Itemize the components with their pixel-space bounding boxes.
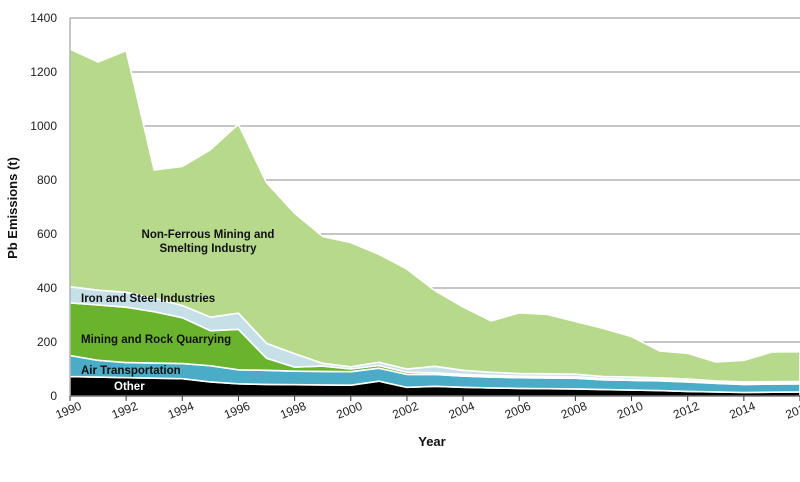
x-tick-label-1990: 1990 <box>53 399 83 422</box>
y-tick-label-0: 0 <box>50 389 57 403</box>
x-tick-label-2016: 2016 <box>784 399 800 422</box>
area-label-non-ferrous-line2: Smelting Industry <box>159 243 257 255</box>
y-tick-label-1000: 1000 <box>30 119 57 133</box>
y-tick-label-1400: 1400 <box>30 11 57 25</box>
area-label-mining-rock: Mining and Rock Quarrying <box>81 334 231 346</box>
x-tick-labels: 1990 1992 1994 1996 1998 2000 2002 2004 2006 2008… <box>53 399 800 422</box>
x-tick-label-1996: 1996 <box>222 399 252 422</box>
x-tick-label-1998: 1998 <box>278 399 308 422</box>
x-axis-title: Year <box>418 434 445 449</box>
stacked-areas <box>69 48 800 397</box>
x-tick-label-2012: 2012 <box>671 399 701 422</box>
y-tick-label-1200: 1200 <box>30 65 57 79</box>
axes <box>69 18 800 401</box>
area-non-ferrous-mining-and-smelting-industry <box>69 48 800 383</box>
y-tick-label-600: 600 <box>37 227 57 241</box>
y-axis-title: Pb Emissions (t) <box>5 157 20 259</box>
x-tick-label-1994: 1994 <box>166 399 196 422</box>
area-label-air-transportation: Air Transportation <box>81 365 181 377</box>
y-tick-label-400: 400 <box>37 281 57 295</box>
area-label-non-ferrous-line1: Non-Ferrous Mining and <box>142 229 275 241</box>
x-tick-label-2008: 2008 <box>559 399 589 422</box>
x-tick-label-1992: 1992 <box>110 399 140 422</box>
x-tick-label-2004: 2004 <box>447 399 477 422</box>
x-tick-label-2002: 2002 <box>390 399 420 422</box>
x-tick-label-2014: 2014 <box>727 399 757 422</box>
area-label-iron-steel: Iron and Steel Industries <box>81 293 215 305</box>
x-tick-label-2006: 2006 <box>503 399 533 422</box>
area-label-other: Other <box>114 381 145 393</box>
y-tick-label-800: 800 <box>37 173 57 187</box>
y-tick-labels: 0 200 400 600 800 1000 1200 1400 <box>30 11 57 403</box>
x-tick-label-2010: 2010 <box>615 399 645 422</box>
x-tick-label-2000: 2000 <box>334 399 364 422</box>
y-tick-label-200: 200 <box>37 335 57 349</box>
